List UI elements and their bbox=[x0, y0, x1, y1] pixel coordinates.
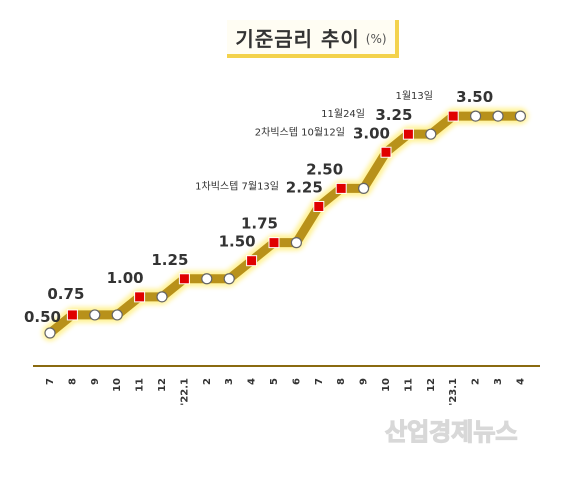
rate-increase-marker bbox=[178, 273, 190, 285]
line-glow bbox=[42, 108, 529, 341]
x-tick-label: 4 bbox=[515, 378, 526, 385]
x-tick-label: '22.1 bbox=[179, 378, 190, 406]
x-tick-label: 3 bbox=[493, 378, 504, 385]
data-labels: 0.50 0.75 1.00 1.25 1.501.75 2.252.50 3.003.25… bbox=[24, 88, 493, 326]
data-point bbox=[89, 309, 101, 321]
data-point bbox=[290, 237, 302, 249]
x-tick-label: 4 bbox=[247, 378, 258, 385]
x-tick-label: '23.1 bbox=[448, 378, 459, 406]
data-label: 3.00 bbox=[353, 124, 390, 142]
x-tick-label: 7 bbox=[45, 378, 56, 385]
rate-increase-marker bbox=[402, 128, 414, 140]
x-tick-label: 10 bbox=[381, 378, 392, 392]
x-tick-label: 9 bbox=[359, 378, 370, 385]
x-tick-label: 8 bbox=[336, 378, 347, 385]
watermark: 산업경제뉴스 bbox=[385, 418, 517, 446]
markers bbox=[44, 110, 527, 339]
data-label: 0.50 bbox=[24, 308, 61, 326]
x-tick-label: 2 bbox=[202, 378, 213, 385]
rate-increase-marker bbox=[447, 110, 459, 122]
x-tick-label: 6 bbox=[291, 378, 302, 385]
rate-increase-marker bbox=[313, 200, 325, 212]
data-point bbox=[223, 273, 235, 285]
data-point bbox=[470, 110, 482, 122]
data-label: 2.50 bbox=[306, 160, 343, 178]
x-tick-label: 9 bbox=[90, 378, 101, 385]
data-point bbox=[492, 110, 504, 122]
data-label: 3.50 bbox=[456, 88, 493, 106]
x-tick-label: 3 bbox=[224, 378, 235, 385]
x-tick-label: 2 bbox=[471, 378, 482, 385]
rate-increase-marker bbox=[134, 291, 146, 303]
data-point bbox=[201, 273, 213, 285]
data-point bbox=[44, 327, 56, 339]
data-label: 3.25 bbox=[375, 106, 412, 124]
data-point bbox=[111, 309, 123, 321]
data-label: 1.75 bbox=[241, 215, 278, 233]
series-line-glow bbox=[42, 108, 529, 341]
x-tick-label: 11 bbox=[403, 378, 414, 392]
x-tick-label: 7 bbox=[314, 378, 325, 385]
rate-increase-marker bbox=[246, 255, 258, 267]
chart-title-box: 기준금리 추이 (%) bbox=[227, 20, 399, 58]
chart-unit: (%) bbox=[365, 32, 387, 46]
x-tick-label: 12 bbox=[426, 378, 437, 392]
series-path bbox=[45, 111, 525, 338]
annotation-label: 1월13일 bbox=[396, 90, 434, 102]
x-tick-labels: 7 8 9 10 11 12 '22.1 2 3 4 5 6 7 8 9 10 11 12 '23.1 2 3 4 bbox=[45, 378, 526, 406]
x-tick-label: 10 bbox=[112, 378, 123, 392]
data-label: 2.25 bbox=[286, 178, 323, 196]
x-tick-label: 11 bbox=[135, 378, 146, 392]
annotation-label: 1차빅스텝 7월13일 bbox=[195, 180, 279, 192]
rate-increase-marker bbox=[268, 237, 280, 249]
chart-title: 기준금리 추이 bbox=[235, 26, 360, 51]
data-point bbox=[514, 110, 527, 122]
annotation-label: 11월24일 bbox=[321, 108, 365, 120]
data-point bbox=[156, 291, 168, 303]
data-label: 1.50 bbox=[219, 233, 256, 251]
data-label: 1.25 bbox=[151, 251, 188, 269]
x-tick-label: 8 bbox=[67, 378, 78, 385]
data-point bbox=[358, 182, 370, 194]
rate-increase-marker bbox=[66, 309, 78, 321]
x-tick-label: 5 bbox=[269, 378, 280, 385]
rate-increase-marker bbox=[335, 182, 347, 194]
data-label: 1.00 bbox=[107, 269, 144, 287]
annotation-label: 2차빅스텝 10월12일 bbox=[255, 126, 345, 138]
series-line bbox=[45, 111, 525, 338]
annotations: 1차빅스텝 7월13일 2차빅스텝 10월12일 11월24일 1월13일 bbox=[195, 90, 433, 192]
rate-increase-marker bbox=[380, 146, 392, 158]
data-label: 0.75 bbox=[47, 285, 84, 303]
data-point bbox=[425, 128, 437, 140]
x-tick-label: 12 bbox=[157, 378, 168, 392]
